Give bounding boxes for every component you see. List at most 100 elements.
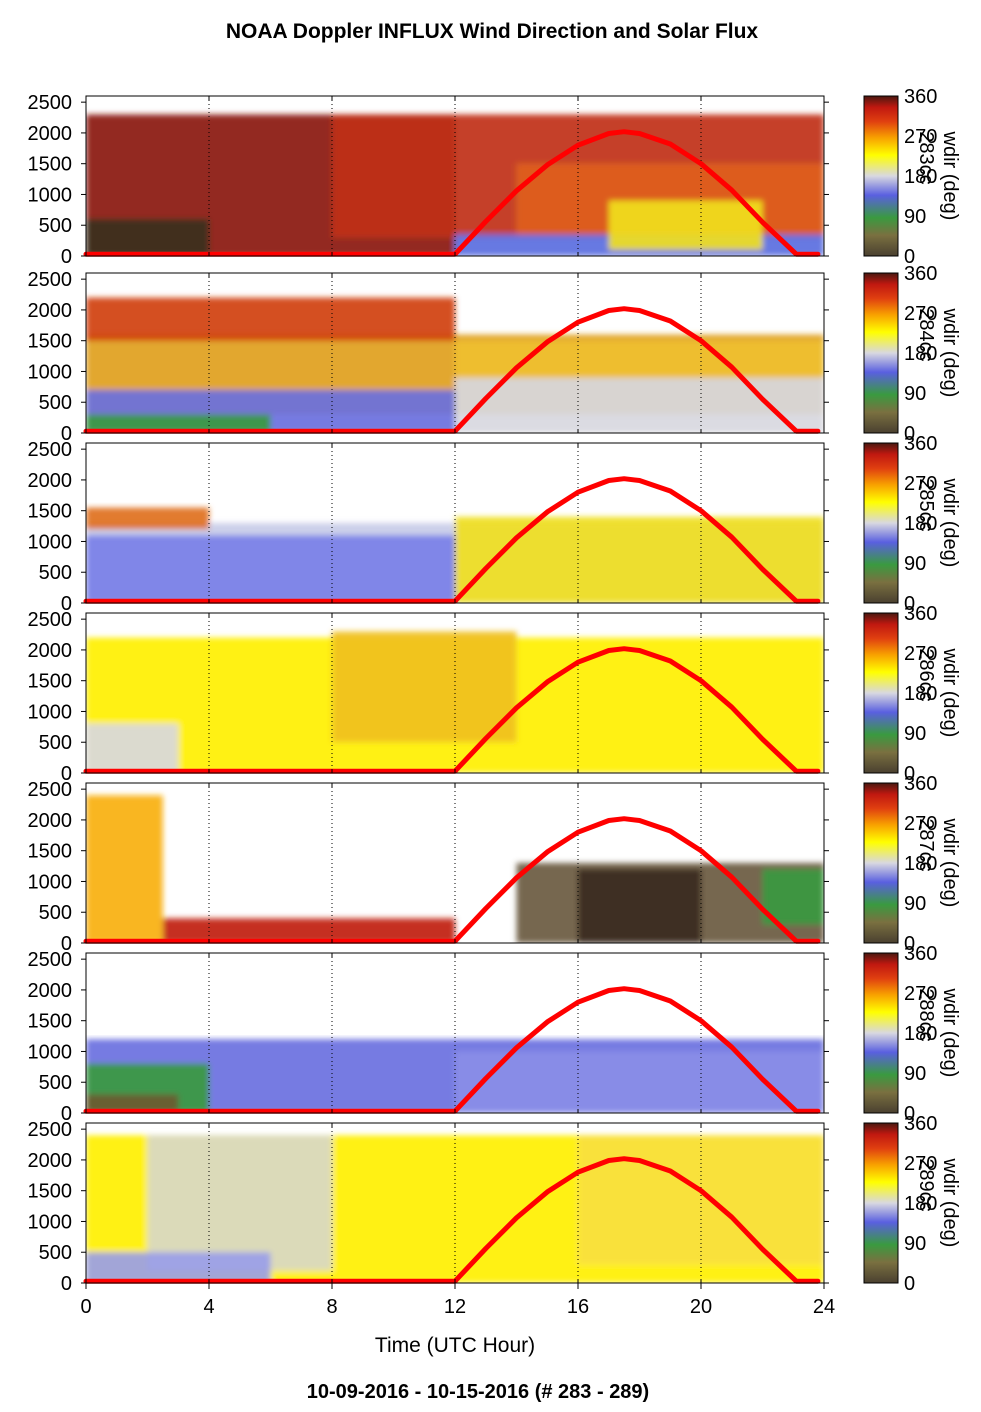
colorbar-label: wdir (deg) bbox=[939, 308, 961, 398]
solar-flux-curve bbox=[83, 129, 821, 257]
colorbar-overlay-label: 287cc bbox=[915, 818, 937, 871]
colorbar-gradient bbox=[863, 95, 899, 257]
direction-region bbox=[762, 869, 824, 925]
y-tick-label: 2500 bbox=[28, 439, 73, 461]
y-tick-label: 0 bbox=[61, 1103, 72, 1125]
colorbar-gradient bbox=[863, 612, 899, 774]
chart-title: NOAA Doppler INFLUX Wind Direction and S… bbox=[226, 20, 759, 43]
y-tick-label: 2500 bbox=[28, 92, 73, 114]
x-tick-label: 16 bbox=[567, 1296, 589, 1318]
direction-region bbox=[86, 535, 455, 603]
y-tick-label: 0 bbox=[61, 933, 72, 955]
colorbar-tick-label: 180 bbox=[904, 1023, 937, 1045]
y-tick-label: 2000 bbox=[28, 1150, 73, 1172]
colorbar-tick-label: 90 bbox=[904, 723, 926, 745]
direction-region bbox=[86, 297, 455, 341]
colorbar-tick-label: 90 bbox=[904, 1063, 926, 1085]
solar-flux-curve bbox=[83, 476, 821, 604]
x-tick-label: 24 bbox=[813, 1296, 835, 1318]
panel-285: 0 500 1000 1500 2000 2500 0 90 180 270 360 wdir (de… bbox=[28, 433, 962, 615]
y-tick-label: 2000 bbox=[28, 470, 73, 492]
y-tick-label: 2000 bbox=[28, 300, 73, 322]
y-tick-label: 500 bbox=[39, 1242, 72, 1264]
colorbar-tick-label: 0 bbox=[904, 246, 915, 268]
y-tick-label: 0 bbox=[61, 423, 72, 445]
colorbar-gradient bbox=[863, 782, 899, 944]
figure-footer: 10-09-2016 - 10-15-2016 (# 283 - 289) bbox=[307, 1381, 649, 1403]
y-tick-label: 1500 bbox=[28, 1181, 73, 1203]
x-tick-label: 20 bbox=[690, 1296, 712, 1318]
colorbar-tick-label: 90 bbox=[904, 553, 926, 575]
wind-direction-field bbox=[86, 1039, 824, 1113]
solar-flux-curve bbox=[83, 306, 821, 434]
colorbar-tick-label: 180 bbox=[904, 166, 937, 188]
x-tick-label: 8 bbox=[326, 1296, 337, 1318]
colorbar-overlay-label: 285cc bbox=[915, 478, 937, 531]
direction-region bbox=[608, 200, 763, 250]
x-tick-label: 12 bbox=[444, 1296, 466, 1318]
solar-flux-curve bbox=[83, 646, 821, 774]
solar-flux-curve bbox=[83, 816, 821, 944]
direction-region bbox=[86, 414, 271, 433]
y-tick-label: 0 bbox=[61, 246, 72, 268]
colorbar-tick-label: 360 bbox=[904, 773, 937, 795]
direction-region bbox=[86, 1252, 271, 1283]
colorbar-label: wdir (deg) bbox=[939, 478, 961, 568]
panel-287: 0 500 1000 1500 2000 2500 0 90 180 270 360 wdir (de… bbox=[28, 773, 962, 955]
colorbar-tick-label: 0 bbox=[904, 1103, 915, 1125]
x-axis: 0 4 8 12 16 20 24 bbox=[80, 1283, 835, 1318]
y-tick-label: 1500 bbox=[28, 671, 73, 693]
y-tick-label: 1500 bbox=[28, 331, 73, 353]
y-tick-label: 2500 bbox=[28, 949, 73, 971]
colorbar-tick-label: 270 bbox=[904, 473, 937, 495]
colorbar-label: wdir (deg) bbox=[939, 131, 961, 221]
colorbar: 0 90 180 270 360 wdir (deg)284cc bbox=[863, 263, 961, 445]
colorbar-tick-label: 0 bbox=[904, 763, 915, 785]
colorbar-tick-label: 0 bbox=[904, 1273, 915, 1295]
colorbar-tick-label: 360 bbox=[904, 86, 937, 108]
y-tick-label: 500 bbox=[39, 392, 72, 414]
direction-region bbox=[332, 631, 517, 743]
y-tick-label: 500 bbox=[39, 902, 72, 924]
direction-region bbox=[86, 1094, 179, 1113]
x-axis-label: Time (UTC Hour) bbox=[375, 1334, 535, 1357]
colorbar-label: wdir (deg) bbox=[939, 648, 961, 738]
wind-direction-field bbox=[86, 795, 824, 943]
direction-region bbox=[86, 723, 179, 773]
panel-284: 0 500 1000 1500 2000 2500 0 90 180 270 360 wdir (de… bbox=[28, 263, 962, 445]
wind-direction-field bbox=[86, 631, 824, 773]
colorbar-tick-label: 90 bbox=[904, 1233, 926, 1255]
colorbar-tick-label: 0 bbox=[904, 933, 915, 955]
colorbar-tick-label: 360 bbox=[904, 603, 937, 625]
colorbar-tick-label: 360 bbox=[904, 1113, 937, 1135]
direction-region bbox=[455, 516, 824, 603]
panel-288: 0 500 1000 1500 2000 2500 0 90 180 270 360 wdir (de… bbox=[28, 943, 962, 1125]
y-tick-label: 2000 bbox=[28, 123, 73, 145]
y-tick-label: 0 bbox=[61, 593, 72, 615]
y-tick-label: 1000 bbox=[28, 531, 73, 553]
colorbar: 0 90 180 270 360 wdir (deg)283cc bbox=[863, 86, 961, 268]
y-tick-label: 2500 bbox=[28, 609, 73, 631]
direction-region bbox=[86, 219, 209, 256]
direction-region bbox=[86, 795, 163, 943]
colorbar-tick-label: 180 bbox=[904, 343, 937, 365]
colorbar-tick-label: 0 bbox=[904, 593, 915, 615]
direction-region bbox=[455, 340, 824, 378]
colorbar-overlay-label: 289cc bbox=[915, 1158, 937, 1211]
y-tick-label: 1000 bbox=[28, 184, 73, 206]
colorbar-tick-label: 90 bbox=[904, 383, 926, 405]
panel-286: 0 500 1000 1500 2000 2500 0 90 180 270 360 wdir (de… bbox=[28, 603, 962, 785]
y-tick-label: 500 bbox=[39, 732, 72, 754]
solar-flux-curve bbox=[83, 986, 821, 1114]
colorbar: 0 90 180 270 360 wdir (deg)288cc bbox=[863, 943, 961, 1125]
colorbar-overlay-label: 288cc bbox=[915, 988, 937, 1041]
y-tick-label: 2000 bbox=[28, 640, 73, 662]
colorbar-tick-label: 270 bbox=[904, 643, 937, 665]
y-tick-label: 1500 bbox=[28, 501, 73, 523]
colorbar-tick-label: 270 bbox=[904, 813, 937, 835]
colorbar-label: wdir (deg) bbox=[939, 1158, 961, 1248]
y-tick-label: 0 bbox=[61, 763, 72, 785]
colorbar-tick-label: 360 bbox=[904, 263, 937, 285]
y-tick-label: 500 bbox=[39, 1072, 72, 1094]
colorbar-gradient bbox=[863, 952, 899, 1114]
